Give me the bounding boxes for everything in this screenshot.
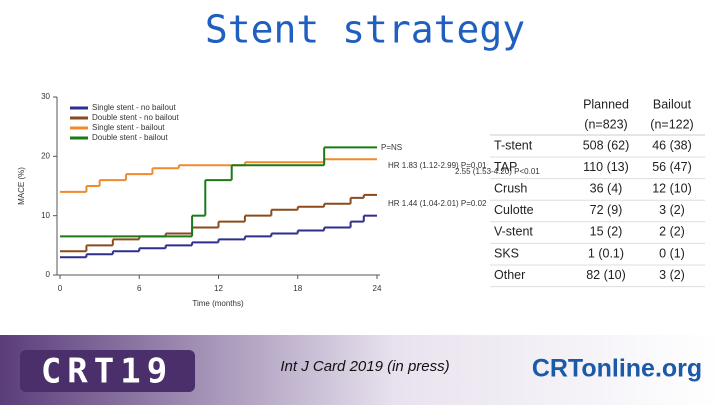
table-cell: 508 (62) (583, 138, 630, 152)
table-cell: 2 (2) (659, 225, 685, 239)
table-cell: T-stent (494, 138, 533, 152)
table-cell: 3 (2) (659, 203, 685, 217)
table-cell: 3 (2) (659, 268, 685, 282)
table-cell: 56 (47) (652, 160, 692, 174)
legend-label: Single stent - bailout (92, 123, 165, 132)
x-tick-label: 24 (373, 284, 382, 293)
table-cell: TAP (494, 160, 517, 174)
x-tick-label: 18 (293, 284, 302, 293)
annotation: HR 1.83 (1.12-2.99) P=0.01 (388, 161, 487, 170)
table-cell: Culotte (494, 203, 534, 217)
table-cell: 72 (9) (590, 203, 623, 217)
annotation: P=NS (381, 143, 402, 152)
table-header: Bailout (653, 97, 692, 111)
x-tick-label: 12 (214, 284, 223, 293)
y-axis-label: MACE (%) (17, 167, 26, 205)
table-cell: Crush (494, 181, 527, 195)
table-header: (n=122) (650, 117, 693, 131)
table-cell: 15 (2) (590, 225, 623, 239)
x-tick-label: 0 (58, 284, 63, 293)
table-cell: 110 (13) (583, 160, 629, 174)
x-axis-label: Time (months) (192, 299, 244, 308)
footer-site: CRTonline.org (532, 355, 702, 383)
legend-label: Double stent - bailout (92, 133, 168, 142)
annotation: HR 1.44 (1.04-2.01) P=0.02 (388, 199, 487, 208)
table-cell: 12 (10) (652, 181, 692, 195)
x-tick-label: 6 (137, 284, 142, 293)
table-cell: 82 (10) (586, 268, 626, 282)
table-cell: 46 (38) (652, 138, 692, 152)
footer-citation: Int J Card 2019 (in press) (280, 358, 449, 375)
table-cell: SKS (494, 246, 519, 260)
legend-label: Double stent - no bailout (92, 113, 180, 122)
footer-logo: CRT19 (41, 352, 173, 392)
table-cell: 36 (4) (590, 181, 623, 195)
table-cell: 1 (0.1) (588, 246, 624, 260)
legend-label: Single stent - no bailout (92, 103, 176, 112)
table-header: Planned (583, 97, 629, 111)
y-tick-label: 0 (46, 270, 51, 279)
y-tick-label: 20 (41, 151, 50, 160)
table-cell: Other (494, 268, 525, 282)
table-header: (n=823) (584, 117, 627, 131)
y-tick-label: 30 (41, 92, 50, 101)
table-cell: V-stent (494, 225, 533, 239)
logo-box (20, 350, 195, 392)
table-cell: 0 (1) (659, 246, 685, 260)
y-tick-label: 10 (41, 211, 50, 220)
annotation: 2.55 (1.53-4.20) P<0.01 (455, 167, 540, 176)
slide-title: Stent strategy (205, 8, 525, 52)
